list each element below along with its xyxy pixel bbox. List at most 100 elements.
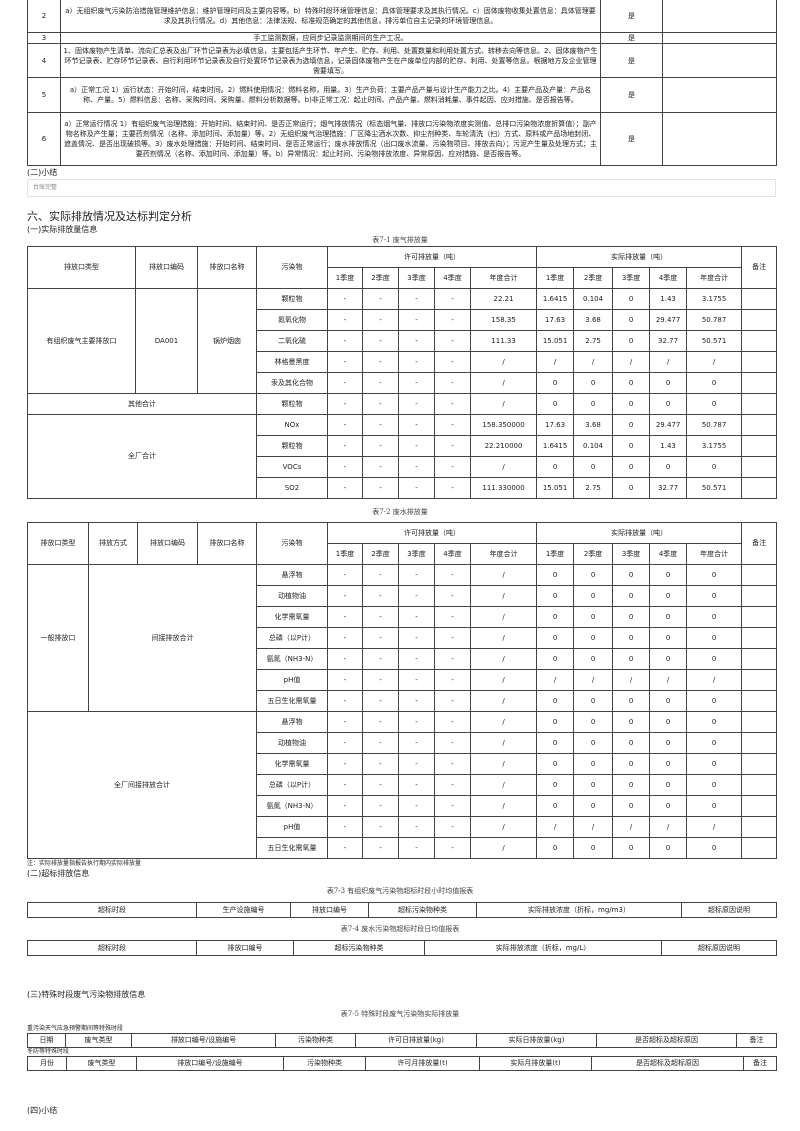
table-7-4-caption: 表7-4 废水污染物超标时段日均值报表	[340, 925, 460, 933]
table-row: 3 手工监测数据，应同步记录监测期间的生产工况。是	[27, 32, 777, 44]
actual-value: 0	[536, 627, 575, 649]
permit-value: -	[434, 669, 471, 691]
water-emission-table: 排放口类型 排放方式 排放口编码 排放口名称 污染物 许可排放量（吨） 实际排放量（吨） 备注…	[27, 522, 778, 859]
pollutant: 汞及其化合物	[256, 372, 328, 394]
permit-value: /	[469, 456, 538, 478]
table-row: 林格曼黑度 - - - - / / / / / /	[28, 351, 778, 373]
permit-value: -	[398, 627, 435, 649]
remark-cell	[741, 690, 778, 712]
header-period: 3季度	[612, 267, 651, 289]
header-remark: 备注	[741, 522, 778, 565]
actual-value: 0	[536, 606, 575, 628]
actual-value: 0	[649, 837, 688, 859]
table-row: 1季度 2季度 3季度 4季度 年度合计 1季度 2季度 3季度 4季度 年度合计	[28, 267, 777, 289]
actual-value: /	[686, 816, 743, 838]
pollutant: SO2	[256, 477, 328, 499]
actual-value: 50.787	[686, 414, 743, 436]
permit-value: -	[327, 288, 363, 310]
group-label: 全厂间接排放合计	[27, 711, 257, 859]
permit-value: -	[398, 606, 435, 628]
actual-value: 0	[612, 795, 651, 817]
table-row: 6 a）正常运行情况 1）有组织废气治理措施：开始时间、结束时间、是否正常运行；烟…	[27, 112, 777, 166]
permit-value: -	[434, 330, 471, 352]
column-header: 许可日排放量(kg)	[355, 1033, 477, 1048]
permit-value: 111.330000	[469, 477, 538, 499]
permit-value: /	[469, 648, 538, 670]
table-row: 二氧化硫 - - - -111.33 15.051 2.75 0 32.77 50.571	[28, 330, 778, 352]
pollutant: NOx	[256, 414, 328, 436]
actual-value: 17.63	[536, 309, 575, 331]
permit-value: -	[362, 711, 399, 733]
permit-value: -	[434, 435, 471, 457]
permit-value: 111.33	[469, 330, 538, 352]
actual-value: 0	[536, 837, 575, 859]
row-remark	[662, 77, 777, 113]
permit-value: -	[434, 585, 471, 607]
outlet-type: 有组织废气主要排放口	[27, 288, 136, 394]
pollutant: 氮氧化物	[256, 309, 328, 331]
actual-value: 50.571	[686, 477, 743, 499]
permit-value: -	[434, 414, 471, 436]
pollutant: 氨氮（NH3-N）	[256, 648, 328, 670]
permit-value: -	[362, 795, 399, 817]
permit-value: -	[327, 774, 363, 796]
actual-value: 0	[612, 309, 651, 331]
permit-value: -	[327, 690, 363, 712]
permit-value: -	[362, 288, 399, 310]
permit-value: -	[362, 564, 399, 586]
table-row: 有组织废气主要排放口 DA001 锅炉烟囱 颗粒物 - - - -22.21 1.6415 0.1…	[27, 288, 778, 394]
column-header: 超标污染物种类	[368, 902, 477, 918]
permit-value: /	[469, 753, 538, 775]
header-period: 3季度	[612, 543, 651, 565]
permit-value: -	[362, 477, 399, 499]
permit-value: /	[469, 732, 538, 754]
actual-value: 0	[612, 732, 651, 754]
actual-value: 0	[536, 585, 575, 607]
permit-value: -	[362, 753, 399, 775]
actual-value: 0	[612, 606, 651, 628]
permit-value: -	[434, 309, 471, 331]
row-content: a）正常运行情况 1）有组织废气治理措施：开始时间、结束时间、是否正常运行；烟气…	[60, 112, 601, 166]
actual-value: 0	[649, 393, 688, 415]
actual-value: 0	[649, 606, 688, 628]
permit-value: -	[434, 774, 471, 796]
actual-value: 0	[686, 372, 743, 394]
row-check: 是	[600, 77, 663, 113]
permit-value: -	[362, 330, 399, 352]
pollutant: 颗粒物	[256, 288, 328, 310]
table-row: 总磷（以P计） - - - -/0 0 0 0 0	[28, 627, 778, 649]
pollutant: 悬浮物	[256, 564, 328, 586]
table-row: 2 a）无组织废气污染防治措施管理维护信息：维护管理时间及主要内容等。b）特殊时段…	[27, 0, 777, 33]
actual-value: 0	[612, 711, 651, 733]
record-requirements-table: 2 a）无组织废气污染防治措施管理维护信息：维护管理时间及主要内容等。b）特殊时段…	[27, 0, 777, 166]
actual-value: 0	[536, 648, 575, 670]
permit-value: -	[434, 288, 471, 310]
permit-value: -	[362, 585, 399, 607]
permit-value: -	[362, 414, 399, 436]
actual-value: 0	[612, 837, 651, 859]
table-row: 排放口类型 排放口编码 排放口名称 污染物 许可排放量（吨） 实际排放量（吨） 备注	[27, 246, 778, 289]
group-label: 其他合计	[27, 393, 257, 415]
permit-value: -	[434, 564, 471, 586]
actual-value: /	[612, 669, 651, 691]
row-remark	[662, 112, 777, 166]
winter-label: 冬防等特殊时段	[27, 1048, 70, 1055]
column-header: 实际日排放量(kg)	[476, 1033, 597, 1048]
row-check: 是	[600, 112, 663, 166]
remark-cell	[741, 795, 778, 817]
actual-value: 0	[536, 753, 575, 775]
header-period: 年度合计	[469, 543, 538, 565]
header-code: 排放口编码	[135, 246, 198, 289]
outlet-code: DA001	[135, 288, 198, 394]
header-period: 4季度	[649, 543, 688, 565]
permit-value: -	[398, 753, 435, 775]
table-row: 五日生化需氧量 - - - -/0 0 0 0 0	[28, 690, 778, 712]
gas-table-caption: 表7-1 废气排放量	[372, 236, 428, 244]
permit-value: -	[398, 372, 435, 394]
actual-value: 15.051	[536, 477, 575, 499]
actual-value: 0	[573, 837, 614, 859]
header-period: 2季度	[573, 267, 614, 289]
actual-value: 0	[649, 648, 688, 670]
permit-value: /	[469, 711, 538, 733]
row-content: 手工监测数据，应同步记录监测期间的生产工况。	[60, 32, 601, 44]
